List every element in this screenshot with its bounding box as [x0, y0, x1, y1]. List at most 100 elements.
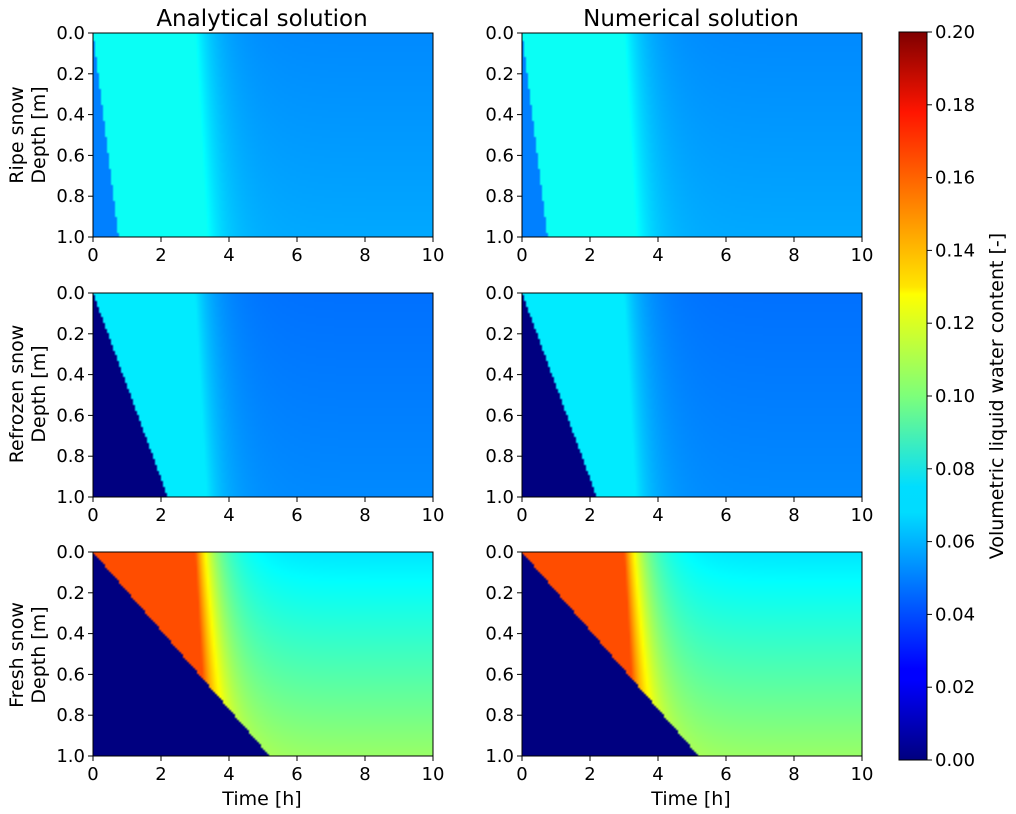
colorbar-tick-label: 0.02	[935, 677, 975, 698]
x-tick-label: 0	[87, 245, 98, 266]
colorbar-tick-label: 0.12	[935, 313, 975, 334]
xlabel-right: Time [h]	[650, 788, 730, 810]
panel-frame	[521, 32, 863, 238]
panel-frame	[92, 32, 434, 238]
row-label-refrozen: Refrozen snow Depth [m]	[6, 325, 50, 464]
colorbar-tick-label: 0.08	[935, 459, 975, 480]
x-tick-label: 8	[359, 245, 370, 266]
x-tick-label: 8	[788, 245, 799, 266]
colorbar: 0.00 0.02 0.04 0.06 0.08 0.10 0.12 0.14 0.16 0.18…	[898, 22, 1008, 771]
colorbar-label: Volumetric liquid water content [-]	[986, 233, 1008, 559]
column-title-analytical: Analytical solution	[156, 6, 367, 32]
panel-3-2: 0 2 4 6 8 10 0.0 0.2 0.4 0.6 0.8 1.0	[485, 542, 873, 785]
y-tick-label: 0.2	[56, 324, 85, 345]
x-tick-label: 4	[223, 245, 234, 266]
y-tick-label: 0.2	[485, 583, 514, 604]
x-tick-label: 8	[788, 764, 799, 785]
y-tick-label: 0.6	[56, 405, 85, 426]
panel-2-1: 0 2 4 6 8 10 0.0 0.2 0.4 0.6 0.8 1.0	[56, 283, 444, 526]
x-tick-label: 10	[422, 505, 445, 526]
y-tick-label: 0.4	[56, 624, 85, 645]
y-tick-label: 1.0	[56, 746, 85, 767]
y-tick-label: 0.6	[485, 664, 514, 685]
panel-frame	[92, 551, 434, 757]
y-tick-label: 0.0	[56, 283, 85, 304]
y-tick-label: 0.4	[485, 365, 514, 386]
heatmap-image	[93, 552, 433, 756]
colorbar-tick-label: 0.16	[935, 168, 975, 189]
row-label-refrozen-line2: Depth [m]	[28, 345, 50, 442]
panel-2-2: 0 2 4 6 8 10 0.0 0.2 0.4 0.6 0.8 1.0	[485, 283, 873, 526]
y-tick-label: 1.0	[56, 487, 85, 508]
y-tick-label: 0.0	[485, 542, 514, 563]
colorbar-tick-label: 0.00	[935, 750, 975, 771]
colorbar-tick-label: 0.06	[935, 532, 975, 553]
y-tick-label: 0.6	[485, 145, 514, 166]
x-tick-label: 2	[155, 245, 166, 266]
x-tick-label: 10	[422, 245, 445, 266]
x-tick-label: 10	[851, 245, 874, 266]
heatmap-image	[522, 293, 862, 497]
column-title-numerical: Numerical solution	[583, 6, 799, 32]
x-tick-label: 8	[788, 505, 799, 526]
x-tick-label: 4	[652, 245, 663, 266]
heatmap-image	[93, 33, 433, 237]
x-tick-label: 8	[359, 764, 370, 785]
x-tick-label: 4	[652, 505, 663, 526]
y-tick-label: 0.2	[485, 324, 514, 345]
x-tick-label: 2	[155, 764, 166, 785]
y-tick-label: 0.0	[56, 542, 85, 563]
colorbar-tick-label: 0.20	[935, 22, 975, 43]
row-label-ripe-line2: Depth [m]	[28, 86, 50, 183]
y-tick-label: 0.8	[56, 186, 85, 207]
colorbar-tick-label: 0.04	[935, 604, 975, 625]
panel-1-1: 0 2 4 6 8 10 0.0 0.2 0.4 0.6 0.8 1.0	[56, 23, 444, 266]
panel-1-2: 0 2 4 6 8 10 0.0 0.2 0.4 0.6 0.8 1.0	[485, 23, 873, 266]
x-tick-label: 6	[720, 764, 731, 785]
y-tick-label: 0.0	[485, 23, 514, 44]
x-tick-label: 8	[359, 505, 370, 526]
x-tick-label: 2	[584, 505, 595, 526]
y-tick-label: 0.8	[485, 186, 514, 207]
y-tick-label: 0.2	[56, 64, 85, 85]
row-label-fresh-line2: Depth [m]	[28, 606, 50, 703]
y-tick-label: 0.4	[485, 624, 514, 645]
colorbar-tick-label: 0.10	[935, 386, 975, 407]
colorbar-gradient	[898, 31, 928, 761]
heatmap-image	[93, 293, 433, 497]
heatmap-panels: 0 2 4 6 8 100.00.20.40.60.81.00 2 4 6 8 100.00.20.…	[56, 23, 873, 785]
x-tick-label: 4	[652, 764, 663, 785]
y-tick-label: 0.6	[485, 405, 514, 426]
row-label-fresh: Fresh snow Depth [m]	[6, 602, 50, 708]
y-tick-label: 1.0	[485, 227, 514, 248]
x-tick-label: 6	[720, 245, 731, 266]
row-label-fresh-line1: Fresh snow	[6, 602, 28, 708]
x-tick-label: 4	[223, 764, 234, 785]
x-tick-label: 2	[584, 764, 595, 785]
y-tick-label: 0.8	[56, 705, 85, 726]
y-tick-label: 0.4	[485, 105, 514, 126]
x-tick-label: 6	[291, 764, 302, 785]
xlabel-left: Time [h]	[221, 788, 301, 810]
x-tick-label: 0	[516, 245, 527, 266]
y-tick-label: 0.8	[485, 446, 514, 467]
colorbar-tick-label: 0.18	[935, 95, 975, 116]
y-tick-label: 0.0	[56, 23, 85, 44]
y-tick-label: 0.4	[56, 365, 85, 386]
x-tick-label: 2	[584, 245, 595, 266]
y-tick-label: 0.0	[485, 283, 514, 304]
y-tick-label: 0.2	[56, 583, 85, 604]
y-tick-label: 0.8	[56, 446, 85, 467]
x-tick-label: 6	[720, 505, 731, 526]
x-tick-label: 0	[87, 505, 98, 526]
x-tick-label: 0	[516, 505, 527, 526]
x-tick-label: 2	[155, 505, 166, 526]
row-label-ripe-line1: Ripe snow	[6, 86, 28, 183]
heatmap-image	[522, 33, 862, 237]
y-tick-label: 0.8	[485, 705, 514, 726]
y-tick-label: 1.0	[485, 487, 514, 508]
x-tick-label: 0	[87, 764, 98, 785]
x-tick-label: 6	[291, 505, 302, 526]
x-tick-label: 6	[291, 245, 302, 266]
